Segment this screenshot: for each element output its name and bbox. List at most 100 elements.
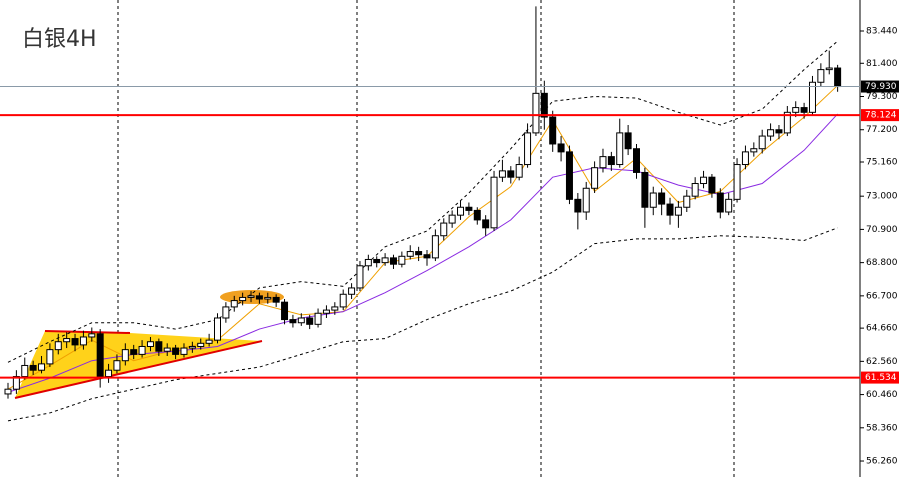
candle-body [582, 187, 590, 213]
candle-body [331, 306, 339, 311]
candle-body [515, 164, 523, 178]
candle-body [666, 203, 674, 216]
candle-body [138, 345, 146, 355]
candle-body [473, 209, 481, 221]
price-tag [861, 109, 899, 122]
price-tag [861, 80, 899, 93]
candle-body [633, 148, 640, 173]
candle-body [649, 192, 657, 208]
y-tick-label: 68.800 [866, 258, 898, 268]
y-tick-label: 58.360 [866, 423, 898, 433]
candle-body [214, 317, 221, 341]
price-tag-label: 61.534 [865, 373, 897, 383]
candle-body [188, 345, 196, 349]
y-tick-label: 66.700 [866, 291, 898, 301]
y-tick-label: 83.440 [866, 27, 898, 37]
candle-body [674, 206, 682, 216]
candle-body [264, 296, 272, 300]
candle-body [825, 67, 833, 71]
candle-body [658, 192, 666, 205]
pattern-line [14, 340, 263, 399]
candle-body [783, 111, 791, 134]
candle-body [725, 198, 733, 213]
candle-body [29, 364, 37, 371]
candle-body [741, 151, 749, 166]
candle-body [105, 369, 113, 378]
candle-body [808, 81, 816, 113]
candle-body [490, 176, 498, 229]
candle-body [172, 347, 180, 355]
candle-body [448, 214, 456, 224]
candle-body [607, 156, 615, 166]
candle-body [524, 132, 532, 166]
candle-body [88, 333, 96, 338]
pattern-line [44, 330, 131, 334]
candle-body [532, 92, 540, 134]
candle-body [180, 347, 188, 355]
candle-body [146, 341, 154, 347]
candle-body [297, 317, 305, 324]
price-tag-label: 79.930 [865, 82, 897, 92]
candle-body [239, 296, 247, 302]
candle-body [624, 132, 632, 150]
candle-body [465, 206, 473, 211]
y-tick-label: 73.000 [866, 192, 898, 202]
candle-body [38, 363, 46, 371]
candle-body [255, 295, 263, 300]
candle-body [616, 132, 624, 166]
candle-body [197, 342, 205, 347]
candle-body [4, 388, 12, 395]
candle-body [96, 333, 104, 378]
candle-body [63, 338, 71, 343]
y-tick-label: 56.260 [866, 457, 898, 467]
candle-body [54, 341, 62, 351]
price-tag [861, 371, 899, 384]
candle-body [792, 107, 800, 113]
candle-body [155, 341, 163, 352]
candle-body [641, 171, 649, 208]
y-tick-label: 81.400 [866, 59, 898, 69]
candle-body [683, 195, 691, 208]
chart-title: 白银4H [22, 27, 97, 52]
candle-body [205, 339, 213, 344]
candle-body [339, 293, 347, 308]
candle-body [700, 176, 708, 185]
candle-body [289, 319, 297, 324]
candle-body [389, 257, 397, 265]
candle-body [71, 338, 79, 346]
candle-body [230, 300, 238, 308]
y-tick-label: 60.460 [866, 390, 898, 400]
candle-body [750, 148, 758, 153]
candle-body [565, 151, 573, 200]
candle-body [79, 336, 87, 346]
candle-body [21, 364, 29, 378]
candle-body [767, 129, 775, 137]
candle-body [406, 251, 414, 257]
candle-body [415, 251, 423, 256]
candle-body [817, 69, 825, 83]
candle-body [775, 129, 783, 134]
candle-body [46, 349, 54, 365]
y-tick-label: 62.560 [866, 357, 898, 367]
y-tick-label: 70.900 [866, 225, 898, 235]
candle-body [222, 306, 230, 319]
candle-body [482, 219, 490, 229]
candle-body [306, 317, 314, 325]
candle-body [758, 135, 766, 150]
candle-body [716, 192, 724, 213]
y-tick-label: 64.660 [866, 324, 898, 334]
candle-body [398, 255, 406, 265]
y-tick-label: 75.160 [866, 158, 898, 168]
candle-body [348, 287, 356, 295]
bollinger-band [7, 227, 838, 422]
candle-body [574, 198, 582, 213]
candle-body [373, 258, 381, 264]
candle-body [163, 347, 171, 352]
candle-body [12, 376, 20, 390]
time-grid [117, 0, 735, 477]
y-tick-label: 77.200 [866, 125, 898, 135]
candle-body [381, 257, 389, 264]
candle-body [800, 107, 808, 113]
candle-body [440, 222, 448, 237]
